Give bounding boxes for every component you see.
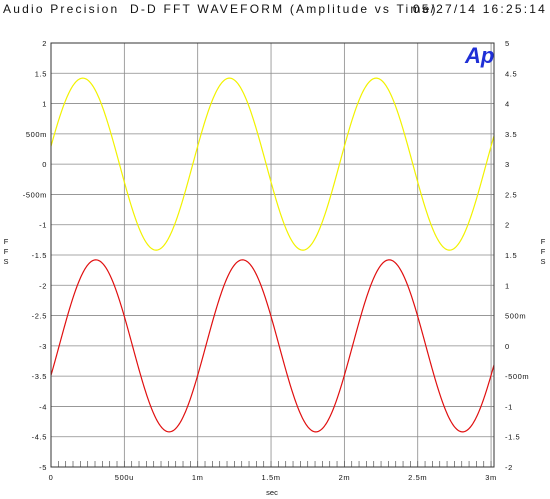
right-tick-label: 2 bbox=[505, 221, 510, 230]
left-tick-label: 500m bbox=[26, 130, 47, 139]
right-axis-label: FFS bbox=[540, 237, 545, 266]
ap-logo: Ap bbox=[464, 43, 494, 68]
x-tick-label: 3m bbox=[485, 473, 497, 482]
x-tick-label: 1.5m bbox=[261, 473, 280, 482]
header-app-name: Audio Precision bbox=[3, 2, 119, 16]
x-axis-label: sec bbox=[266, 488, 278, 497]
axis-label-letter: F bbox=[4, 237, 9, 246]
right-tick-label: -1.5 bbox=[505, 433, 520, 442]
left-tick-label: -500m bbox=[23, 190, 47, 199]
x-tick-label: 2m bbox=[339, 473, 351, 482]
right-tick-label: -2 bbox=[505, 463, 513, 472]
right-tick-label: 4 bbox=[505, 100, 510, 109]
right-tick-label: -1 bbox=[505, 402, 513, 411]
header-timestamp: 05/27/14 16:25:14 bbox=[413, 2, 547, 16]
right-tick-label: 0 bbox=[505, 342, 510, 351]
left-tick-label: -2 bbox=[39, 281, 47, 290]
left-tick-label: -2.5 bbox=[32, 312, 47, 321]
right-tick-label: 2.5 bbox=[505, 190, 517, 199]
right-tick-label: 4.5 bbox=[505, 69, 517, 78]
x-tick-label: 2.5m bbox=[408, 473, 427, 482]
left-tick-label: -1 bbox=[39, 221, 47, 230]
axis-label-letter: F bbox=[541, 237, 546, 246]
right-tick-label: 1 bbox=[505, 281, 510, 290]
plot-frame bbox=[50, 42, 495, 468]
axis-label-letter: F bbox=[4, 247, 9, 256]
left-tick-label: -3.5 bbox=[32, 372, 47, 381]
right-tick-label: 3.5 bbox=[505, 130, 517, 139]
traces bbox=[50, 77, 495, 433]
left-tick-label: 1.5 bbox=[35, 69, 47, 78]
right-tick-label: 5 bbox=[505, 39, 510, 48]
left-axis-tick-labels: 2 1.5 1 500m 0 -500m -1 -1.5 -2 -2.5 -3 -3.5 -4 -4.5 -… bbox=[23, 39, 47, 472]
red-trace bbox=[50, 259, 495, 433]
left-tick-label: -4 bbox=[39, 402, 47, 411]
left-tick-label: -4.5 bbox=[32, 433, 47, 442]
right-tick-label: -500m bbox=[505, 372, 529, 381]
left-tick-label: -5 bbox=[39, 463, 47, 472]
left-tick-label: 0 bbox=[42, 160, 47, 169]
right-tick-label: 500m bbox=[505, 312, 526, 321]
right-tick-label: 1.5 bbox=[505, 251, 517, 260]
x-tick-label: 0 bbox=[49, 473, 54, 482]
minor-ticks bbox=[50, 461, 492, 467]
x-axis-tick-labels: 0 500u 1m 1.5m 2m 2.5m 3m bbox=[49, 473, 497, 482]
axis-label-letter: F bbox=[541, 247, 546, 256]
left-tick-label: -1.5 bbox=[32, 251, 47, 260]
right-axis-tick-labels: 5 4.5 4 3.5 3 2.5 2 1.5 1 500m 0 -500m -1 -1.5 -2 bbox=[505, 39, 529, 472]
axis-label-letter: S bbox=[3, 257, 8, 266]
yellow-trace bbox=[50, 77, 495, 251]
x-tick-label: 1m bbox=[192, 473, 204, 482]
x-tick-label: 500u bbox=[115, 473, 134, 482]
grid-lines bbox=[50, 42, 494, 468]
left-tick-label: 2 bbox=[42, 39, 47, 48]
left-tick-label: -3 bbox=[39, 342, 47, 351]
left-tick-label: 1 bbox=[42, 100, 47, 109]
header-chart-title: D-D FFT WAVEFORM (Amplitude vs Time) bbox=[130, 2, 438, 16]
left-axis-label: FFS bbox=[3, 237, 8, 266]
axis-label-letter: S bbox=[540, 257, 545, 266]
right-tick-label: 3 bbox=[505, 160, 510, 169]
